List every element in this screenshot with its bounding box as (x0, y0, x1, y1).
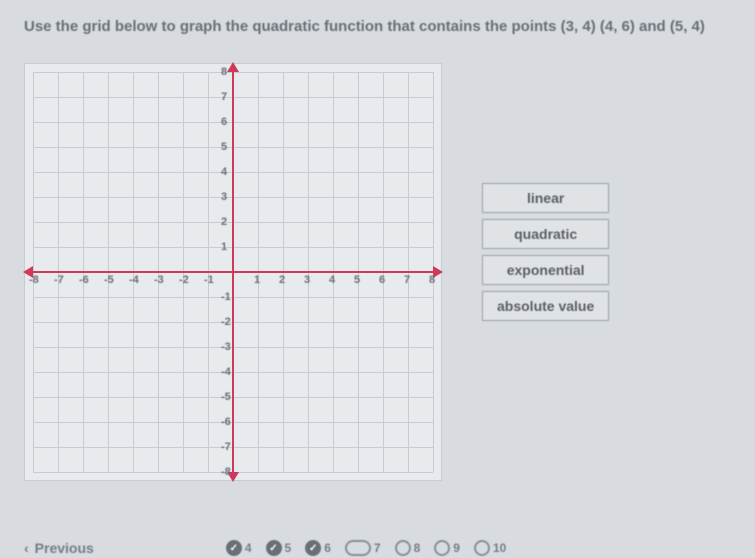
y-tick-label: 5 (221, 141, 227, 153)
page-indicator-9[interactable]: 9 (434, 540, 460, 556)
page-number: 5 (285, 541, 292, 555)
option-linear[interactable]: linear (482, 183, 609, 213)
page-indicator-5[interactable]: ✓5 (266, 540, 292, 556)
y-tick-label: 3 (221, 191, 227, 203)
previous-button[interactable]: ‹ Previous (24, 540, 94, 556)
y-tick-label: -7 (221, 441, 231, 453)
page-indicator-7[interactable]: 7 (345, 540, 381, 556)
open-circle-icon (434, 540, 450, 556)
y-tick-label: 7 (221, 91, 227, 103)
x-tick-label: 1 (254, 274, 260, 286)
y-tick-label: -2 (221, 316, 231, 328)
y-tick-label: 6 (221, 116, 227, 128)
y-tick-label: -8 (221, 466, 231, 478)
page-number: 7 (374, 541, 381, 555)
x-tick-label: -6 (79, 274, 89, 286)
y-tick-label: -6 (221, 416, 231, 428)
x-tick-label: -2 (179, 274, 189, 286)
x-tick-label: 4 (329, 274, 335, 286)
page-number: 8 (414, 541, 421, 555)
page-indicator-8[interactable]: 8 (395, 540, 421, 556)
page-indicator-6[interactable]: ✓6 (305, 540, 331, 556)
y-tick-label: -3 (221, 341, 231, 353)
page-number: 4 (245, 541, 252, 555)
x-tick-label: 3 (304, 274, 310, 286)
x-tick-label: 7 (404, 274, 410, 286)
x-tick-label: 6 (379, 274, 385, 286)
content-row: -8 -7 -6 -5 -4 -3 -2 -1 1 2 3 4 5 6 7 8 -8 -7 -6 -5 -4 -3 -2 -1… (24, 63, 731, 481)
page-number: 10 (493, 541, 506, 555)
x-tick-label: 8 (429, 274, 435, 286)
check-icon: ✓ (226, 540, 242, 556)
function-type-options: linear quadratic exponential absolute va… (482, 183, 609, 321)
x-tick-label: -8 (29, 274, 39, 286)
bottom-nav: ‹ Previous ✓4✓5✓678910 (24, 540, 731, 556)
open-circle-icon (395, 540, 411, 556)
x-tick-label: -4 (129, 274, 139, 286)
graph-container: -8 -7 -6 -5 -4 -3 -2 -1 1 2 3 4 5 6 7 8 -8 -7 -6 -5 -4 -3 -2 -1… (24, 63, 442, 481)
x-tick-label: 2 (279, 274, 285, 286)
y-tick-label: 8 (221, 66, 227, 78)
x-tick-label: -7 (54, 274, 64, 286)
x-tick-label: -3 (154, 274, 164, 286)
option-exponential[interactable]: exponential (482, 255, 609, 285)
page-indicator-10[interactable]: 10 (474, 540, 506, 556)
x-tick-label: -5 (104, 274, 114, 286)
y-tick-label: -4 (221, 366, 231, 378)
x-tick-label: -1 (204, 274, 214, 286)
x-tick-label: 5 (354, 274, 360, 286)
page-indicator-4[interactable]: ✓4 (226, 540, 252, 556)
check-icon: ✓ (305, 540, 321, 556)
check-icon: ✓ (266, 540, 282, 556)
option-absolute-value[interactable]: absolute value (482, 291, 609, 321)
page-number: 9 (453, 541, 460, 555)
current-page-icon (345, 540, 371, 556)
previous-label: Previous (35, 540, 94, 556)
y-tick-label: -5 (221, 391, 231, 403)
axis-arrow-icon (227, 62, 239, 72)
y-axis (232, 72, 234, 472)
y-tick-label: 1 (221, 241, 227, 253)
chevron-left-icon: ‹ (24, 540, 29, 556)
coordinate-grid[interactable]: -8-7-6-5-4-3-2-112345678-8-7-6-5-4-3-2-1… (33, 72, 433, 472)
page-number: 6 (324, 541, 331, 555)
option-quadratic[interactable]: quadratic (482, 219, 609, 249)
y-tick-label: 2 (221, 216, 227, 228)
page-indicators: ✓4✓5✓678910 (226, 540, 506, 556)
y-tick-label: -1 (221, 291, 231, 303)
open-circle-icon (474, 540, 490, 556)
y-tick-label: 4 (221, 166, 227, 178)
question-text: Use the grid below to graph the quadrati… (24, 18, 731, 35)
